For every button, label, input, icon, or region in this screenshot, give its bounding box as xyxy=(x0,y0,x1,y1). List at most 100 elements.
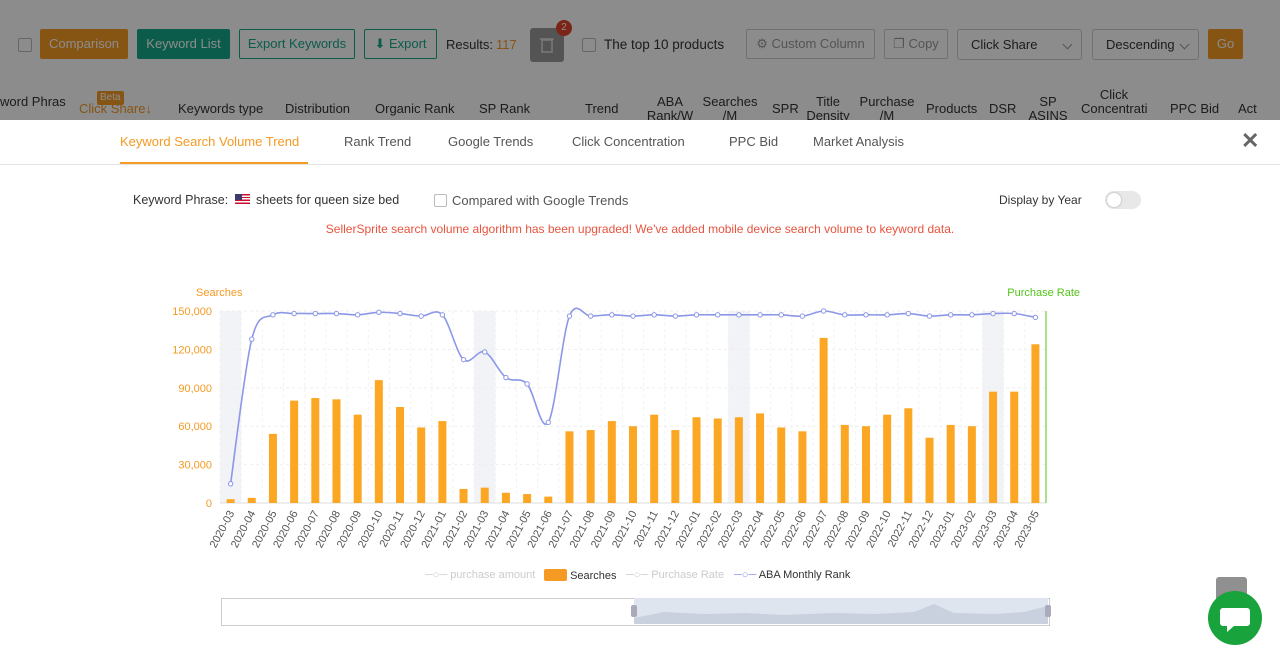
beta-badge: Beta xyxy=(97,91,124,105)
bar xyxy=(734,417,743,503)
col-products[interactable]: Products xyxy=(926,101,978,116)
bar xyxy=(459,488,468,503)
sort-order-select[interactable]: Descending xyxy=(1092,29,1199,60)
top10-checkbox[interactable] xyxy=(582,38,596,52)
line-point xyxy=(926,313,933,319)
comparison-button[interactable]: Comparison xyxy=(40,29,128,59)
col-aba-rank[interactable]: ABA Rank/W xyxy=(646,94,694,123)
col-sp-asins[interactable]: SP ASINS xyxy=(1028,94,1068,123)
tab-keyword-search-volume-trend[interactable]: Keyword Search Volume Trend xyxy=(120,134,300,149)
col-distribution[interactable]: Distribution xyxy=(285,101,351,116)
bar xyxy=(565,431,574,503)
legend-purchase-amount[interactable]: ─○─ purchase amount xyxy=(425,569,535,581)
legend-bar-swatch-icon xyxy=(544,569,567,581)
bar xyxy=(353,414,362,503)
zoom-left-handle[interactable] xyxy=(631,605,637,617)
line-point xyxy=(757,312,763,318)
col-dsr[interactable]: DSR xyxy=(989,101,1017,116)
legend-aba-rank[interactable]: ─○─ ABA Monthly Rank xyxy=(734,569,850,581)
sort-field-select[interactable]: Click Share xyxy=(957,29,1082,60)
bar xyxy=(523,494,532,503)
col-organic-rank[interactable]: Organic Rank xyxy=(375,101,455,116)
tab-google-trends[interactable]: Google Trends xyxy=(448,134,534,149)
y-tick-label: 90,000 xyxy=(178,383,212,395)
line-point xyxy=(545,419,551,426)
left-axis-title: Searches xyxy=(196,287,243,299)
line-point xyxy=(630,313,636,319)
legend-purchase-amount-label: purchase amount xyxy=(450,569,536,581)
tab-click-concentration[interactable]: Click Concentration xyxy=(572,134,685,149)
bar xyxy=(586,430,595,503)
results-label: Results: xyxy=(446,37,493,52)
export-keywords-button[interactable]: Export Keywords xyxy=(239,29,355,59)
bar xyxy=(438,421,447,503)
col-trend[interactable]: Trend xyxy=(585,101,619,116)
col-click-concentration[interactable]: Click Concentrati xyxy=(1081,87,1148,116)
line-point xyxy=(1011,310,1017,317)
close-icon[interactable]: ✕ xyxy=(1241,128,1260,153)
bar xyxy=(925,437,934,503)
sort-order-value: Descending xyxy=(1106,37,1175,52)
line-point xyxy=(778,312,784,318)
export-button[interactable]: ⬇ Export xyxy=(364,29,437,59)
col-title-density[interactable]: Title Density xyxy=(806,94,850,123)
bar xyxy=(840,424,849,503)
shaded-band xyxy=(220,311,242,503)
line-point xyxy=(291,310,297,317)
tab-market-analysis[interactable]: Market Analysis xyxy=(813,134,905,149)
chat-bubble-icon xyxy=(1220,608,1250,632)
legend-purchase-rate-label: Purchase Rate xyxy=(651,569,725,581)
trash-count-badge: 2 xyxy=(556,20,572,36)
col-keyword-phrase[interactable]: word Phras xyxy=(0,94,66,109)
col-spr[interactable]: SPR xyxy=(772,101,799,116)
tab-rank-trend[interactable]: Rank Trend xyxy=(344,134,412,149)
line-point xyxy=(651,312,657,318)
sort-field-value: Click Share xyxy=(971,37,1038,52)
bar xyxy=(883,414,892,503)
y-tick-label: 0 xyxy=(206,498,212,510)
line-point xyxy=(820,308,827,314)
bar xyxy=(713,418,722,503)
legend-line-circle-icon: ─○─ xyxy=(626,569,649,581)
tab-ppc-bid[interactable]: PPC Bid xyxy=(729,134,779,149)
line-point xyxy=(460,356,467,363)
keyword-phrase-label: Keyword Phrase: xyxy=(133,193,229,207)
export-label: Export xyxy=(388,36,427,51)
y-tick-label: 150,000 xyxy=(172,306,212,318)
legend-searches[interactable]: Searches xyxy=(544,569,617,582)
col-sp-rank[interactable]: SP Rank xyxy=(479,101,531,116)
select-all-checkbox[interactable] xyxy=(18,38,32,52)
chat-button[interactable] xyxy=(1208,591,1262,645)
line-point xyxy=(587,313,594,319)
line-point xyxy=(397,310,403,317)
legend-aba-rank-label: ABA Monthly Rank xyxy=(758,569,851,581)
copy-button[interactable]: ❐ Copy xyxy=(884,29,948,59)
bar xyxy=(332,399,341,503)
zoom-right-handle[interactable] xyxy=(1045,605,1051,617)
keyword-list-button[interactable]: Keyword List xyxy=(137,29,230,59)
line-point xyxy=(969,312,975,318)
legend-line-circle-icon: ─○─ xyxy=(425,569,448,581)
custom-column-button[interactable]: ⚙ Custom Column xyxy=(746,29,875,59)
go-button[interactable]: Go xyxy=(1208,29,1243,59)
bar xyxy=(290,400,299,503)
legend-purchase-rate[interactable]: ─○─ Purchase Rate xyxy=(626,569,724,581)
col-act[interactable]: Act xyxy=(1238,101,1257,116)
col-keywords-type[interactable]: Keywords type xyxy=(178,101,264,116)
bar xyxy=(544,496,553,503)
compare-google-checkbox[interactable] xyxy=(434,194,447,207)
col-searches-m[interactable]: Searches /M xyxy=(702,94,758,123)
col-click-share[interactable]: Click Share↓ xyxy=(79,101,152,116)
shaded-band xyxy=(474,311,496,503)
line-point xyxy=(947,312,954,318)
bar xyxy=(756,413,765,503)
custom-column-label: Custom Column xyxy=(771,36,865,51)
results-count: 117 xyxy=(496,37,517,52)
modal-backdrop[interactable] xyxy=(0,0,1280,120)
col-purchase-m[interactable]: Purchase /M xyxy=(859,94,915,123)
col-ppc-bid[interactable]: PPC Bid xyxy=(1170,101,1220,116)
line-point xyxy=(693,312,700,318)
line-point xyxy=(863,312,869,318)
y-tick-label: 120,000 xyxy=(172,344,212,356)
zoom-selected-range[interactable] xyxy=(634,598,1048,624)
